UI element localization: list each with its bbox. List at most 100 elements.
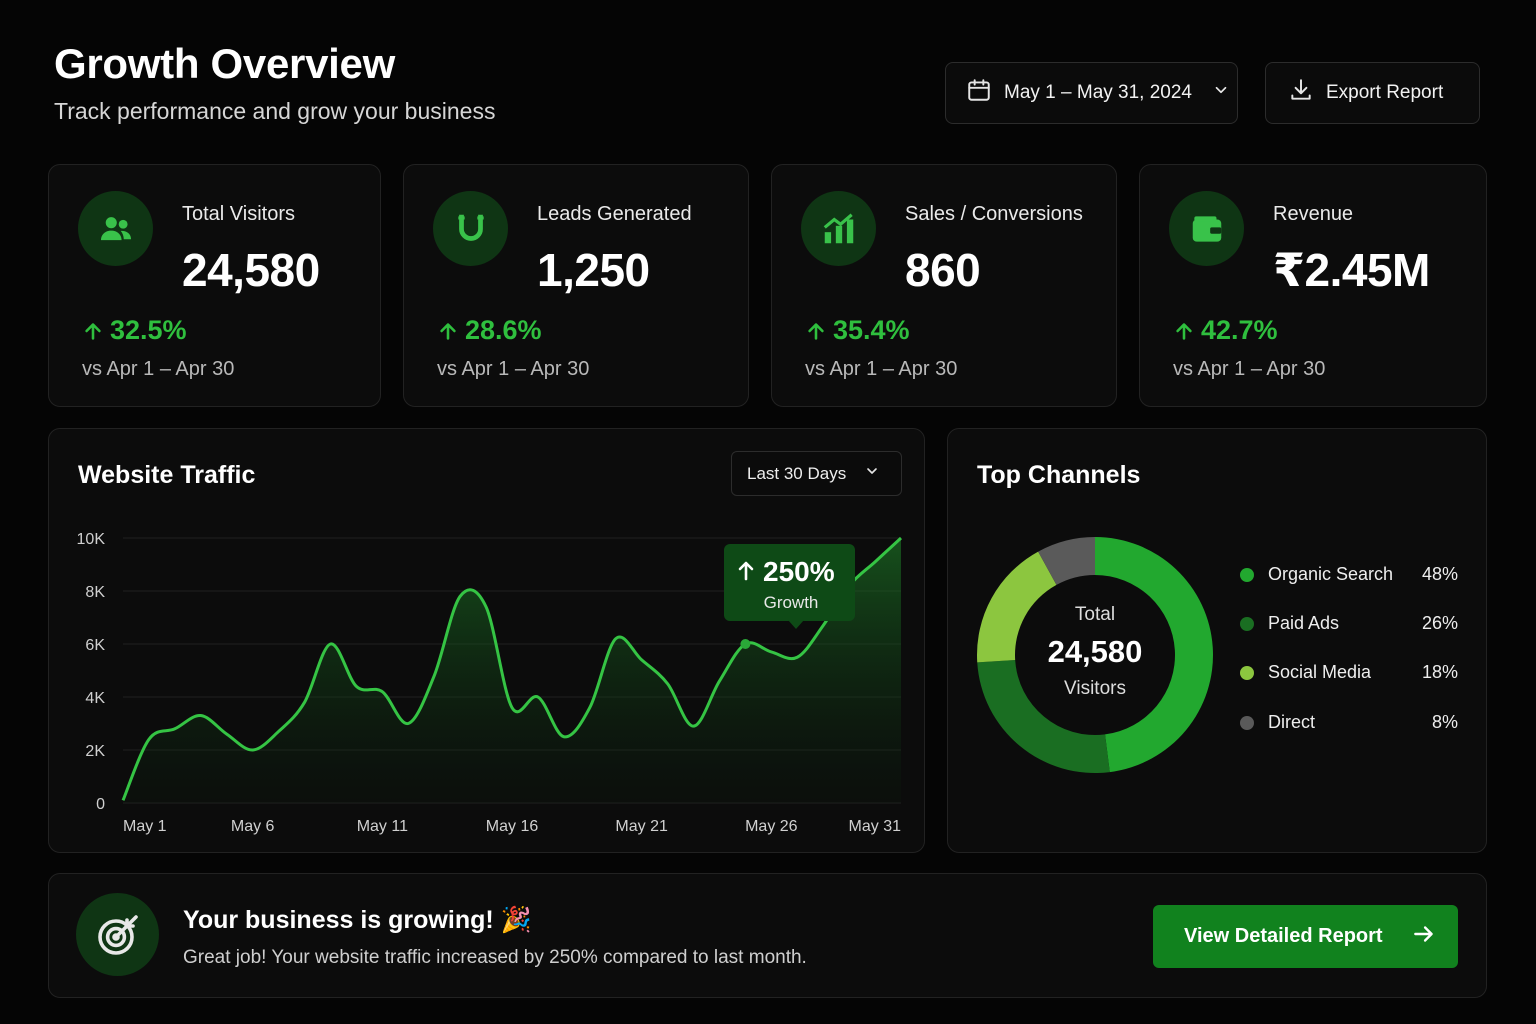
legend-value: 26%: [1421, 613, 1458, 633]
calendar-icon: [966, 77, 992, 109]
stat-compare: vs Apr 1 – Apr 30: [805, 358, 958, 380]
stat-label: Sales / Conversions: [905, 203, 1083, 225]
traffic-chart: 10K 8K 6K 4K 2K 0 May 1 May 6 May 11 May 16 May 2…: [77, 531, 903, 835]
donut-center: Total 24,580 Visitors: [1014, 604, 1176, 700]
page-title: Growth Overview: [54, 40, 395, 87]
donut-slice-organic-search: [1095, 537, 1213, 773]
stat-value: 1,250: [537, 244, 650, 296]
channels-donut-chart: [977, 537, 1213, 773]
legend-label: Paid Ads: [1268, 613, 1340, 633]
stat-change-value: 28.6%: [465, 315, 542, 345]
growth-callout: 250% Growth: [724, 544, 855, 629]
users-icon: [78, 191, 153, 266]
stat-compare: vs Apr 1 – Apr 30: [1173, 358, 1326, 380]
bar-chart-icon: [801, 191, 876, 266]
stat-compare: vs Apr 1 – Apr 30: [437, 358, 590, 380]
y-tick-label: 0: [96, 796, 105, 813]
chevron-down-icon: [864, 463, 880, 484]
donut-slice-paid-ads: [977, 660, 1110, 773]
arrow-up-icon: [440, 322, 456, 340]
stat-value: 860: [905, 244, 981, 296]
range-dropdown[interactable]: Last 30 Days: [731, 451, 902, 496]
x-tick-label: May 31: [849, 818, 902, 835]
wallet-icon: [1169, 191, 1244, 266]
arrow-right-icon: [1411, 921, 1437, 953]
donut-slice-direct: [1038, 537, 1095, 585]
donut-slice-social-media: [977, 551, 1057, 663]
stat-value: ₹2.45M: [1273, 244, 1430, 296]
stat-change-value: 35.4%: [833, 315, 910, 345]
growth-banner: Your business is growing! 🎉 Great job! Y…: [48, 873, 1487, 998]
stat-change: 32.5%: [82, 315, 187, 346]
y-tick-label: 8K: [85, 584, 105, 601]
y-tick-label: 4K: [85, 690, 105, 707]
legend-item-paid-ads: Paid Ads 26%: [1240, 613, 1458, 634]
legend-item-organic-search: Organic Search 48%: [1240, 564, 1458, 585]
donut-center-label: Total: [1074, 604, 1116, 625]
stat-card-revenue: Revenue ₹2.45M 42.7% vs Apr 1 – Apr 30: [1139, 164, 1487, 407]
legend-label: Organic Search: [1268, 564, 1394, 584]
stat-change: 28.6%: [437, 315, 542, 346]
stat-value: 24,580: [182, 244, 320, 296]
y-tick-label: 10K: [77, 531, 106, 548]
x-tick-label: May 21: [615, 818, 668, 835]
stat-card-sales: Sales / Conversions 860 35.4% vs Apr 1 –…: [771, 164, 1117, 407]
stat-change-value: 32.5%: [110, 315, 187, 345]
arrow-up-icon: [85, 322, 101, 340]
legend-dot: [1240, 665, 1254, 680]
stat-compare: vs Apr 1 – Apr 30: [82, 358, 235, 380]
date-range-label: May 1 – May 31, 2024: [1004, 82, 1192, 103]
arrow-up-icon: [738, 561, 754, 581]
legend-label: Social Media: [1268, 662, 1372, 682]
x-tick-label: May 1: [123, 818, 167, 835]
export-report-label: Export Report: [1326, 82, 1444, 103]
legend-dot: [1240, 616, 1254, 631]
stat-card-total-visitors: Total Visitors 24,580 32.5% vs Apr 1 – A…: [48, 164, 381, 407]
stat-change: 35.4%: [805, 315, 910, 346]
target-icon: [76, 893, 159, 976]
stat-label: Total Visitors: [182, 203, 296, 225]
cta-label: View Detailed Report: [1184, 925, 1383, 947]
legend-value: 8%: [1431, 712, 1458, 732]
arrow-up-icon: [808, 322, 824, 340]
callout-value: 250%: [763, 556, 835, 587]
traffic-area: [123, 538, 901, 803]
x-tick-label: May 16: [486, 818, 539, 835]
arrow-up-icon: [1176, 322, 1192, 340]
y-tick-label: 2K: [85, 743, 105, 760]
donut-center-value: 24,580: [1047, 634, 1143, 669]
donut-center-sublabel: Visitors: [1064, 678, 1126, 699]
website-traffic-panel: Website Traffic Last 30 Days 10K 8K 6K 4K 2K…: [48, 428, 925, 853]
legend-item-social-media: Social Media 18%: [1240, 662, 1458, 683]
traffic-title: Website Traffic: [78, 461, 256, 489]
magnet-icon: [433, 191, 508, 266]
stat-label: Revenue: [1273, 203, 1354, 225]
x-tick-label: May 6: [231, 818, 275, 835]
banner-text: Great job! Your website traffic increase…: [183, 947, 807, 968]
legend-dot: [1240, 567, 1254, 582]
traffic-line: [121, 536, 903, 801]
download-icon: [1288, 77, 1314, 109]
y-tick-label: 6K: [85, 637, 105, 654]
top-channels-panel: Top Channels Total 24,580 Visitors Organ…: [947, 428, 1487, 853]
legend-value: 48%: [1421, 564, 1458, 584]
view-detailed-report-button[interactable]: View Detailed Report: [1153, 905, 1458, 968]
page-subtitle: Track performance and grow your business: [54, 98, 496, 124]
stat-change-value: 42.7%: [1201, 315, 1278, 345]
stat-card-leads: Leads Generated 1,250 28.6% vs Apr 1 – A…: [403, 164, 749, 407]
date-range-picker[interactable]: May 1 – May 31, 2024: [945, 62, 1238, 124]
channels-title: Top Channels: [977, 461, 1141, 489]
callout-label: Growth: [764, 593, 819, 612]
legend-item-direct: Direct 8%: [1240, 712, 1458, 733]
range-label: Last 30 Days: [747, 463, 847, 483]
x-tick-label: May 11: [357, 818, 408, 835]
legend-label: Direct: [1268, 712, 1316, 732]
legend-dot: [1240, 715, 1254, 730]
stat-label: Leads Generated: [537, 203, 692, 225]
x-tick-label: May 26: [745, 818, 798, 835]
legend-value: 18%: [1421, 662, 1458, 682]
chevron-down-icon: [1212, 81, 1230, 105]
stat-change: 42.7%: [1173, 315, 1278, 346]
export-report-button[interactable]: Export Report: [1265, 62, 1480, 124]
banner-title: Your business is growing! 🎉: [183, 906, 532, 934]
